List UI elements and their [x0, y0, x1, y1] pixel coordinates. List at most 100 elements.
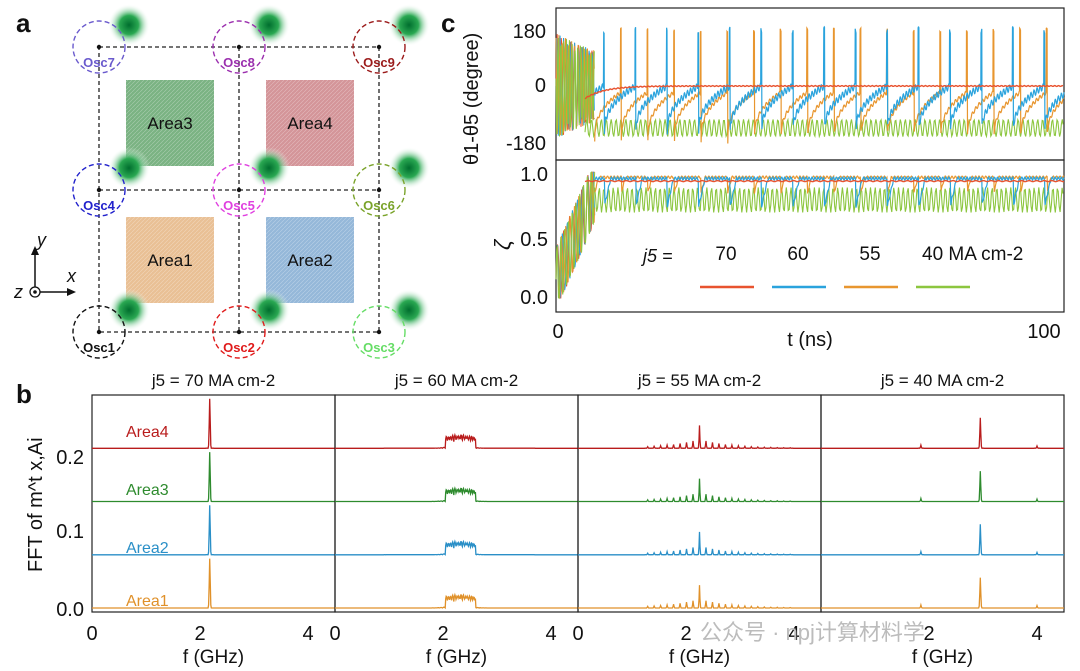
grid-node	[96, 187, 102, 193]
oscillator-label: Osc9	[363, 55, 395, 70]
fft-xtick: 2	[923, 623, 934, 645]
fft-xlabel: f (GHz)	[426, 647, 487, 668]
c-top-series-40	[584, 117, 1064, 139]
fft-xtick: 2	[437, 623, 448, 645]
c-top-ytick: -180	[506, 133, 546, 155]
oscillator-blob	[108, 147, 150, 189]
c-top-ytick: 0	[535, 75, 546, 97]
fft-xtick: 4	[1031, 623, 1042, 645]
grid-node	[236, 187, 242, 193]
fft-series-area2	[92, 505, 335, 556]
axis-y-label: y	[35, 230, 47, 250]
grid-node	[96, 329, 102, 335]
area1-label: Area1	[147, 251, 192, 270]
oscillator-blob	[388, 4, 430, 46]
fft-subplot-frame	[334, 394, 579, 613]
legend-entry-70: 70	[715, 244, 736, 265]
b-ylabel: FFT of m^t x,Ai	[25, 437, 47, 572]
fft-series-area3	[335, 486, 578, 503]
axis-x-label: x	[66, 266, 77, 286]
legend-entry-55: 55	[859, 244, 880, 265]
grid-node	[376, 329, 382, 335]
area3-label: Area3	[147, 114, 192, 133]
oscillator-ring	[72, 20, 126, 74]
fft-subplot-title: j5 = 70 MA cm-2	[151, 371, 275, 390]
fft-xlabel: f (GHz)	[669, 647, 730, 668]
fft-xlabel: f (GHz)	[912, 647, 973, 668]
panel-c-letter: c	[441, 8, 455, 38]
fft-series-area2	[578, 531, 821, 556]
c-bot-series-70	[584, 179, 1064, 183]
fft-series-area1	[821, 577, 1064, 609]
c-xlabel: t (ns)	[787, 329, 833, 351]
c-top-ylabel: θ1-θ5 (degree)	[461, 33, 483, 165]
c-bot-ylabel: ζ	[490, 238, 515, 250]
oscillator-blob	[388, 147, 430, 189]
c-bot-series-55	[594, 174, 1065, 195]
fft-series-area1	[578, 585, 821, 609]
oscillator-blob	[388, 289, 430, 331]
oscillator-label: Osc4	[83, 198, 116, 213]
panel-b: j5 = 70 MA cm-2 0 2 4 f (GHz) j5 = 60 MA cm-2…	[25, 371, 1065, 668]
fft-series-area3	[578, 478, 821, 503]
c-top-series-55	[594, 26, 1065, 144]
oscillator-label: Osc1	[83, 340, 115, 355]
oscillator-ring	[212, 305, 266, 359]
fft-subplot-title: j5 = 60 MA cm-2	[394, 371, 518, 390]
fft-series-area4	[335, 432, 578, 450]
area4-label: Area4	[287, 114, 332, 133]
grid-node	[96, 44, 102, 50]
b-ytick: 0.1	[56, 521, 84, 543]
oscillator-blob	[108, 289, 150, 331]
oscillator-blob	[248, 147, 290, 189]
c-top-series-60	[594, 25, 1065, 135]
c-xtick: 100	[1027, 321, 1060, 343]
fft-xtick: 2	[680, 623, 691, 645]
fft-xtick: 4	[302, 623, 313, 645]
fft-series-label: Area4	[126, 424, 169, 441]
fft-series-area4	[821, 417, 1064, 449]
oscillator-label: Osc3	[363, 340, 395, 355]
oscillator-label: Osc5	[223, 198, 255, 213]
fft-xtick: 0	[86, 623, 97, 645]
fft-xtick: 2	[194, 623, 205, 645]
fft-xtick: 0	[572, 623, 583, 645]
c-bot-series-40	[594, 187, 1064, 213]
c-bot-ytick: 0.5	[520, 229, 548, 251]
fft-series-label: Area3	[126, 482, 169, 499]
oscillator-ring	[352, 20, 406, 74]
fft-series-area1	[335, 592, 578, 610]
fft-xtick: 4	[788, 623, 799, 645]
grid-node	[236, 44, 242, 50]
oscillator-ring	[72, 305, 126, 359]
fft-subplot-frame	[820, 394, 1065, 613]
c-bot-ytick: 0.0	[520, 287, 548, 309]
c-bot-transient	[555, 171, 596, 300]
legend-prefix: j5 =	[640, 246, 673, 266]
grid-node	[376, 44, 382, 50]
legend-entry-40: 40 MA cm-2	[922, 244, 1023, 265]
oscillator-ring	[72, 163, 126, 217]
fft-xtick: 4	[545, 623, 556, 645]
oscillator-label: Osc8	[223, 55, 255, 70]
grid-node	[236, 329, 242, 335]
c-bot-ytick: 1.0	[520, 164, 548, 186]
oscillator-label: Osc2	[223, 340, 255, 355]
oscillator-label: Osc7	[83, 55, 115, 70]
panel-c: 180 0 -180 θ1-θ5 (degree) 1.0 0.5 0.0 ζ …	[461, 7, 1065, 351]
c-top-frame	[555, 7, 1065, 161]
panel-b-letter: b	[16, 379, 32, 409]
oscillator-schematic: Area3 Area4 Area1 Area2 Osc7 Osc8 Osc9 Osc4…	[13, 4, 430, 359]
c-top-transient	[555, 37, 595, 137]
fft-series-area4	[92, 398, 335, 449]
oscillator-blob	[248, 4, 290, 46]
oscillator-ring	[212, 20, 266, 74]
fft-xtick: 0	[329, 623, 340, 645]
fft-series-area3	[92, 452, 335, 503]
fft-series-label: Area2	[126, 540, 169, 557]
oscillator-ring	[352, 305, 406, 359]
fft-series-area1	[92, 558, 335, 609]
oscillator-label: Osc6	[363, 198, 395, 213]
fft-xlabel: f (GHz)	[183, 647, 244, 668]
